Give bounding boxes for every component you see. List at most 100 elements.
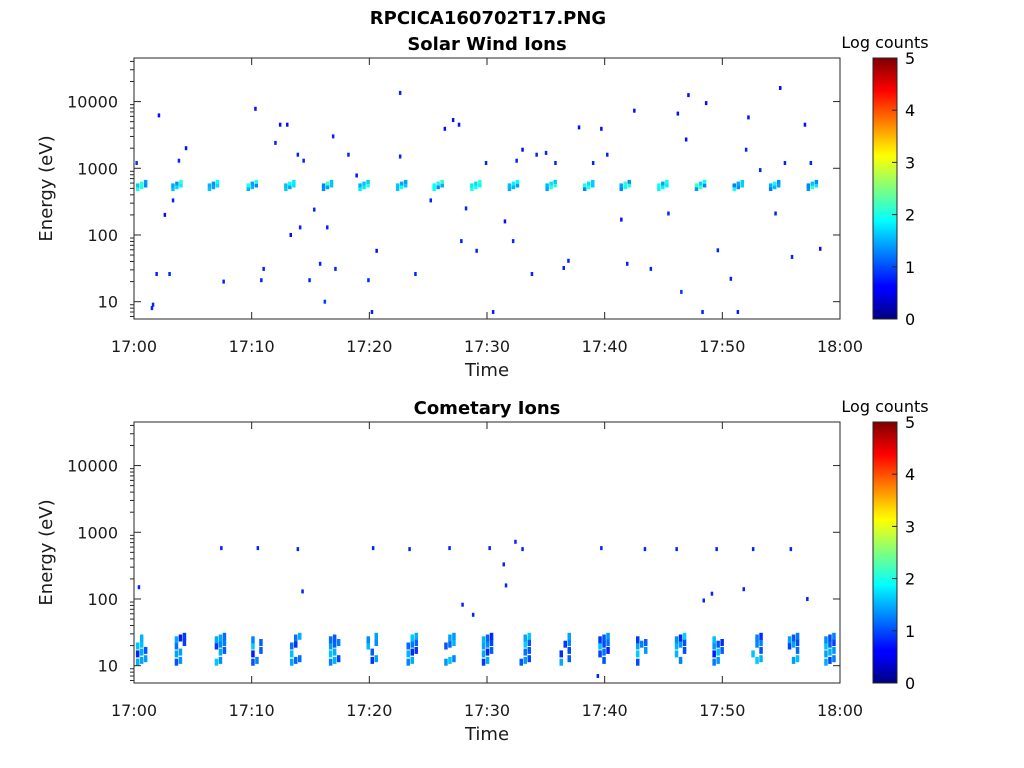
cometary-scan-cell bbox=[824, 650, 828, 658]
cometary-scan-cell bbox=[218, 648, 223, 656]
solar-wind-scan-cell bbox=[470, 183, 474, 188]
solar-wind-panel-title: Solar Wind Ions bbox=[407, 34, 566, 55]
cometary-data-point bbox=[643, 547, 647, 552]
solar-wind-scan-cell bbox=[511, 185, 516, 190]
solar-wind-scan-cell bbox=[627, 179, 631, 184]
solar-wind-scan-cell bbox=[698, 185, 703, 190]
cometary-data-point bbox=[514, 539, 517, 544]
solar-wind-scan-cell bbox=[440, 183, 444, 188]
solar-wind-xtick-label: 18:00 bbox=[817, 337, 863, 356]
solar-wind-data-point bbox=[355, 173, 358, 178]
solar-wind-scan-cell bbox=[619, 187, 623, 191]
cometary-scan-cell bbox=[523, 648, 527, 656]
solar-wind-data-point bbox=[168, 272, 171, 276]
cometary-scan-cell bbox=[489, 646, 494, 654]
solar-wind-scan-cell bbox=[254, 183, 258, 188]
solar-wind-scan-cell bbox=[135, 187, 140, 191]
solar-wind-scan-cell bbox=[215, 179, 220, 184]
solar-wind-scan-cell bbox=[732, 183, 736, 188]
solar-wind-scan-cell bbox=[211, 185, 216, 190]
solar-wind-scan-cell bbox=[553, 183, 557, 188]
solar-wind-scan-cell bbox=[250, 185, 254, 190]
solar-wind-scan-cell bbox=[698, 181, 703, 186]
solar-wind-scan-cell bbox=[776, 179, 781, 184]
solar-wind-data-point bbox=[286, 122, 289, 127]
solar-wind-scan-cell bbox=[171, 183, 175, 188]
solar-wind-data-point bbox=[687, 93, 690, 98]
cometary-xtick-label: 17:20 bbox=[346, 701, 392, 720]
solar-wind-scan-cell bbox=[478, 183, 482, 188]
cometary-ytick-label: 10 bbox=[98, 657, 118, 676]
cometary-scan-cell bbox=[759, 639, 763, 646]
cometary-scan-cell bbox=[259, 646, 263, 654]
solar-wind-scan-cell bbox=[358, 187, 362, 191]
cometary-scan-cell bbox=[795, 632, 800, 640]
solar-wind-scan-cell bbox=[623, 181, 627, 186]
solar-wind-scan-cell bbox=[288, 185, 292, 190]
solar-wind-scan-cell bbox=[661, 181, 665, 186]
cometary-data-point bbox=[806, 597, 809, 601]
cometary-data-point bbox=[600, 546, 603, 551]
cometary-scan-cell bbox=[332, 640, 337, 648]
solar-wind-scan-cell bbox=[478, 179, 482, 184]
cometary-scan-cell bbox=[559, 658, 563, 666]
cometary-data-point bbox=[715, 547, 718, 552]
solar-wind-scan-cell bbox=[403, 183, 408, 188]
cometary-scan-cell bbox=[139, 656, 144, 664]
solar-wind-ytick-label: 10 bbox=[98, 293, 118, 312]
cometary-scan-cell bbox=[759, 655, 763, 663]
cometary-scan-cell bbox=[485, 634, 490, 642]
cometary-scan-cell bbox=[298, 632, 302, 640]
solar-wind-scan-cell bbox=[179, 183, 183, 188]
solar-wind-scan-cell bbox=[211, 181, 216, 186]
cometary-scan-cell bbox=[606, 639, 610, 646]
cometary-colorbar-tick-label: 0 bbox=[905, 674, 915, 693]
cometary-scan-cell bbox=[559, 650, 563, 658]
cometary-scan-cell bbox=[139, 634, 144, 642]
solar-wind-scan-cell bbox=[627, 183, 631, 188]
cometary-scan-cell bbox=[644, 639, 648, 646]
cometary-scan-cell bbox=[414, 632, 418, 640]
solar-wind-data-point bbox=[716, 248, 720, 253]
solar-wind-scan-cell bbox=[139, 181, 144, 186]
solar-wind-scan-cell bbox=[515, 183, 520, 188]
solar-wind-scan-cell bbox=[772, 181, 777, 186]
solar-wind-scan-cell bbox=[139, 185, 144, 190]
solar-wind-data-point bbox=[398, 154, 402, 159]
cometary-scan-cell bbox=[602, 648, 606, 656]
solar-wind-scan-cell bbox=[583, 183, 587, 188]
cometary-data-point bbox=[371, 546, 375, 551]
solar-wind-data-point bbox=[367, 278, 370, 283]
cometary-scan-cell bbox=[214, 658, 219, 666]
cometary-scan-cell bbox=[759, 646, 763, 654]
cometary-scan-cell bbox=[174, 642, 179, 650]
cometary-data-point bbox=[702, 598, 705, 603]
cometary-data-point bbox=[504, 583, 508, 588]
solar-wind-scan-cell bbox=[591, 179, 595, 184]
cometary-scan-cell bbox=[824, 642, 828, 650]
solar-wind-data-point bbox=[729, 276, 733, 281]
cometary-scan-cell bbox=[759, 632, 763, 640]
cometary-scan-cell bbox=[716, 656, 720, 664]
cometary-scan-cell bbox=[143, 655, 148, 663]
cometary-scan-cell bbox=[139, 648, 144, 656]
solar-wind-scan-cell bbox=[254, 179, 258, 184]
solar-wind-scan-cell bbox=[657, 183, 661, 188]
solar-wind-data-point bbox=[774, 211, 777, 216]
solar-wind-scan-cell bbox=[702, 183, 707, 188]
solar-wind-ytick-label: 1000 bbox=[77, 159, 118, 178]
cometary-scan-cell bbox=[452, 639, 456, 646]
cometary-scan-cell bbox=[143, 646, 148, 654]
cometary-scan-cell bbox=[410, 640, 414, 648]
solar-wind-data-point bbox=[296, 152, 300, 157]
solar-wind-data-point bbox=[704, 101, 708, 106]
cometary-scan-cell bbox=[328, 642, 333, 650]
cometary-scan-cell bbox=[174, 658, 179, 666]
solar-wind-colorbar-tick-label: 4 bbox=[905, 101, 915, 120]
solar-wind-scan-cell bbox=[806, 187, 811, 191]
solar-wind-scan-cell bbox=[399, 185, 404, 190]
solar-wind-data-point bbox=[155, 272, 158, 276]
solar-wind-scan-cell bbox=[810, 185, 815, 190]
cometary-scan-cell bbox=[222, 639, 227, 646]
cometary-scan-cell bbox=[602, 634, 606, 642]
